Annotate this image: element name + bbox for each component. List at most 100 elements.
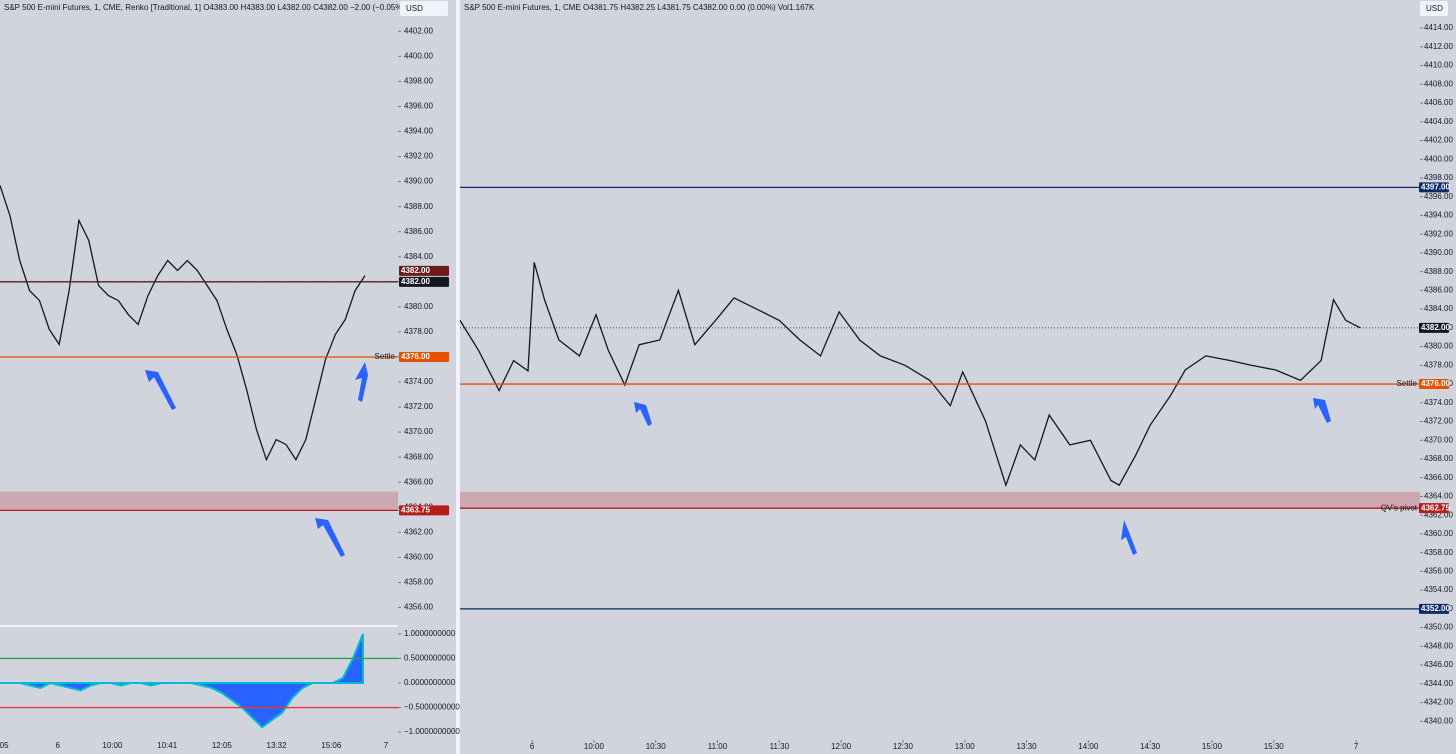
y-tick-label: 4362.00 <box>1424 510 1453 519</box>
y-tick-label: 4362.00 <box>404 527 433 536</box>
price-badge <box>1419 503 1449 514</box>
price-badge-label: 4363.75 <box>401 506 430 515</box>
price-badge <box>399 505 449 516</box>
price-badge <box>399 351 449 362</box>
y-tick-label: 4398.00 <box>1424 173 1453 182</box>
y-tick-label: 0.5000000000 <box>404 654 456 663</box>
currency-label: USD <box>1426 4 1443 13</box>
y-tick-label: 4370.00 <box>1424 435 1453 444</box>
x-tick-label: 7 <box>1354 742 1359 751</box>
y-tick-label: 4396.00 <box>404 102 433 111</box>
chart-title: S&P 500 E-mini Futures, 1, CME, Renko [T… <box>4 3 425 12</box>
y-tick-label: 4386.00 <box>1424 285 1453 294</box>
x-tick-label: 14:30 <box>1140 742 1161 751</box>
y-tick-label: 4404.00 <box>1424 117 1453 126</box>
price-badge <box>399 276 449 287</box>
zone <box>0 491 398 511</box>
price-badge <box>1419 182 1449 193</box>
y-tick-label: 4368.00 <box>404 452 433 461</box>
y-tick-label: 4386.00 <box>404 227 433 236</box>
x-tick-label: 12:00 <box>831 742 852 751</box>
y-tick-label: 4388.00 <box>1424 267 1453 276</box>
price-badge <box>1419 322 1449 333</box>
y-tick-label: 4384.00 <box>404 252 433 261</box>
y-tick-label: 4392.00 <box>1424 229 1453 238</box>
x-tick-label: 15:30 <box>1264 742 1285 751</box>
y-tick-label: 4388.00 <box>404 202 433 211</box>
y-tick-label: 4368.00 <box>1424 454 1453 463</box>
x-tick-label: 10:41 <box>157 741 178 750</box>
level-text: Settle <box>1397 379 1418 388</box>
price-badge-label: 4382.00 <box>1421 323 1450 332</box>
y-tick-label: 4390.00 <box>404 177 433 186</box>
oscillator-area <box>0 633 364 729</box>
y-tick-label: 4358.00 <box>1424 548 1453 557</box>
x-tick-label: 13:30 <box>1017 742 1038 751</box>
y-tick-label: 4356.00 <box>404 603 433 612</box>
currency-label: USD <box>406 4 423 13</box>
price-badge-label: 4382.00 <box>401 277 430 286</box>
x-tick-label: 11:00 <box>708 742 728 751</box>
x-tick-label: 10:00 <box>584 742 605 751</box>
x-tick-label: 15:00 <box>1202 742 1223 751</box>
y-tick-label: 4406.00 <box>1424 98 1453 107</box>
annotation-arrows <box>145 362 1331 557</box>
y-tick-label: 4378.00 <box>404 327 433 336</box>
x-tick-label: 6 <box>530 742 535 751</box>
y-tick-label: 4394.00 <box>404 127 433 136</box>
y-tick-label: 4398.00 <box>404 77 433 86</box>
x-tick-label: 10:30 <box>646 742 667 751</box>
y-tick-label: 4372.00 <box>404 402 433 411</box>
y-tick-label: 4354.00 <box>1424 585 1453 594</box>
x-tick-label: 6 <box>55 741 60 750</box>
price-line <box>0 185 366 462</box>
x-tick-label: 13:00 <box>955 742 976 751</box>
y-tick-label: 4378.00 <box>1424 360 1453 369</box>
currency-box <box>1420 1 1448 16</box>
price-badge-label: 4376.00 <box>1421 379 1450 388</box>
y-tick-label: 0.0000000000 <box>404 678 456 687</box>
y-tick-label: 4360.00 <box>1424 529 1453 538</box>
y-tick-label: 4384.00 <box>1424 304 1453 313</box>
y-tick-label: 4350.00 <box>1424 623 1453 632</box>
y-tick-label: 4380.00 <box>1424 342 1453 351</box>
x-tick-label: 12:05 <box>212 741 233 750</box>
currency-box <box>400 1 448 16</box>
y-tick-label: 4396.00 <box>1424 192 1453 201</box>
y-tick-label: 4360.00 <box>404 552 433 561</box>
y-tick-label: −0.5000000000 <box>404 703 460 712</box>
y-tick-label: 4358.00 <box>404 578 433 587</box>
y-tick-label: 4400.00 <box>1424 154 1453 163</box>
x-tick-label: 10:00 <box>102 741 123 750</box>
chart-title: S&P 500 E-mini Futures, 1, CME O4381.75 … <box>464 3 815 12</box>
y-tick-label: 4370.00 <box>404 427 433 436</box>
divider <box>456 0 460 754</box>
level-text: Settle <box>375 352 396 361</box>
y-tick-label: 4346.00 <box>1424 660 1453 669</box>
y-tick-label: 4356.00 <box>1424 567 1453 576</box>
y-tick-label: 4372.00 <box>1424 417 1453 426</box>
zone <box>460 491 1420 509</box>
x-tick-label: 7 <box>384 741 389 750</box>
x-tick-label: 14:00 <box>1078 742 1099 751</box>
y-tick-label: 4366.00 <box>404 477 433 486</box>
y-tick-label: 4402.00 <box>1424 136 1453 145</box>
y-tick-label: 4348.00 <box>1424 641 1453 650</box>
y-tick-label: 4364.00 <box>1424 492 1453 501</box>
price-badge <box>1419 379 1449 390</box>
y-tick-label: 4414.00 <box>1424 23 1453 32</box>
price-line <box>459 262 1361 488</box>
y-tick-label: 4394.00 <box>1424 211 1453 220</box>
price-badge-label: 4362.75 <box>1421 503 1450 512</box>
y-tick-label: 4392.00 <box>404 152 433 161</box>
x-tick-label: 13:32 <box>267 741 288 750</box>
y-tick-label: 4344.00 <box>1424 679 1453 688</box>
price-badge <box>399 265 449 276</box>
y-tick-label: 1.0000000000 <box>404 629 456 638</box>
y-tick-label: 4410.00 <box>1424 61 1453 70</box>
price-badge-label: 4352.00 <box>1421 604 1450 613</box>
x-tick-label: :05 <box>0 741 9 750</box>
level-text: QV's pivot <box>1381 503 1418 512</box>
price-badge-label: 4376.00 <box>401 352 430 361</box>
